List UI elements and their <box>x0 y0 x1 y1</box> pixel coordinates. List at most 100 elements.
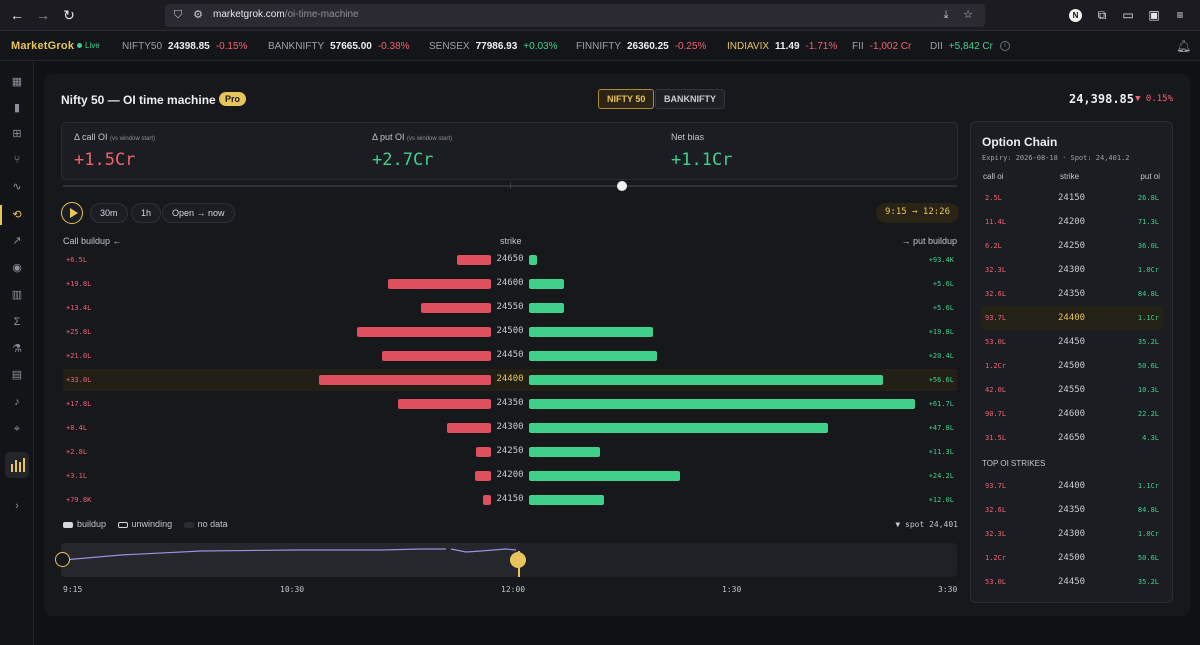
chart-row[interactable]: +17.8L 24350 +61.7L <box>63 393 957 415</box>
chart-row[interactable]: +8.4L 24300 +47.8L <box>63 417 957 439</box>
legend-buildup: buildup <box>63 519 106 529</box>
book-icon[interactable]: ▤ <box>11 369 23 381</box>
forward-arrow-icon[interactable]: → <box>36 7 50 23</box>
timeline-start-handle[interactable] <box>55 552 70 567</box>
back-arrow-icon[interactable]: ← <box>10 7 24 23</box>
put-oi: 10.3L <box>1137 386 1159 394</box>
chart-row[interactable]: +3.1L 24200 +24.2L <box>63 465 957 487</box>
scan-icon[interactable]: ⌖ <box>13 423 21 435</box>
screenshot-icon[interactable]: ▣ <box>1148 8 1160 22</box>
index-button-nifty50[interactable]: NIFTY 50 <box>598 89 655 109</box>
top-oi-row[interactable]: 32.3L 24300 1.0Cr <box>981 522 1163 546</box>
legend-label: unwinding <box>131 519 173 529</box>
pulse-icon[interactable]: ∿ <box>12 181 22 193</box>
branch-icon[interactable]: ⑂ <box>13 154 21 166</box>
top-oi-row[interactable]: 53.0L 24450 35.2L <box>981 570 1163 594</box>
option-chain-row[interactable]: 2.5L 24150 26.8L <box>981 186 1163 210</box>
flow-value: +5,842 Cr <box>948 41 993 52</box>
play-button[interactable] <box>61 202 83 224</box>
profile-icon[interactable]: N <box>1069 9 1082 22</box>
top-oi-row[interactable]: 93.7L 24400 1.1Cr <box>981 474 1163 498</box>
chart-row[interactable]: +2.8L 24250 +11.3L <box>63 441 957 463</box>
strike: 24600 <box>1058 409 1086 419</box>
chart-row[interactable]: +25.8L 24500 +19.8L <box>63 321 957 343</box>
chart-row[interactable]: +19.8L 24600 +5.6L <box>63 273 957 295</box>
page-settings-icon[interactable]: ⚙ <box>193 9 203 21</box>
option-chain-row[interactable]: 6.2L 24250 36.0L <box>981 234 1163 258</box>
strike-label: 24350 <box>496 398 524 408</box>
legend-label: no data <box>197 519 228 529</box>
chart-row[interactable]: +21.0L 24450 +20.4L <box>63 345 957 367</box>
address-bar[interactable]: ⛉ ⚙ marketgrok.com/oi-time-machine ⤓ ☆ <box>165 4 985 27</box>
option-chain-row[interactable]: 90.7L 24600 22.2L <box>981 402 1163 426</box>
ticker-item[interactable]: FINNIFTY 26360.25 -0.25% <box>576 41 706 52</box>
ticker-item[interactable]: BANKNIFTY 57665.00 -0.38% <box>268 41 410 52</box>
strike: 24200 <box>1058 217 1086 227</box>
option-chain-row[interactable]: 53.0L 24450 35.2L <box>981 330 1163 354</box>
shield-icon[interactable]: ⛉ <box>173 9 183 21</box>
option-chain-row[interactable]: 42.0L 24550 10.3L <box>981 378 1163 402</box>
pro-badge: Pro <box>219 92 247 106</box>
flask-icon[interactable]: ⚗ <box>12 343 22 355</box>
trend-up-icon[interactable]: ↗ <box>12 235 22 247</box>
option-chain-row[interactable]: 32.6L 24350 84.8L <box>981 282 1163 306</box>
index-button-banknifty[interactable]: BANKNIFTY <box>655 89 725 109</box>
ticker-item[interactable]: INDIAVIX 11.49 -1.71% <box>727 41 837 52</box>
chart-row[interactable]: +79.8K 24150 +12.0L <box>63 489 957 511</box>
timeline-handle[interactable] <box>510 552 526 568</box>
top-oi-row[interactable]: 32.6L 24350 84.8L <box>981 498 1163 522</box>
url-path: /oi-time-machine <box>284 9 359 20</box>
timeline-slider[interactable] <box>55 543 957 577</box>
ticker-item[interactable]: SENSEX 77986.93 +0.03% <box>429 41 558 52</box>
ticker-item[interactable]: NIFTY50 24398.85 -0.15% <box>122 41 247 52</box>
preset-open-now-button[interactable]: Open → now <box>162 203 235 223</box>
stat-call-oi: Δ call OI (vs window start) +1.5Cr <box>74 132 155 170</box>
download-page-icon[interactable]: ⤓ <box>943 9 949 21</box>
call-buildup-bar <box>447 423 491 433</box>
bar-stats-icon[interactable]: ▮ <box>13 102 21 114</box>
ticker-name: FINNIFTY <box>576 41 621 52</box>
option-chain-row[interactable]: 32.3L 24300 1.0Cr <box>981 258 1163 282</box>
stat-note: (vs window start) <box>407 136 453 142</box>
ticker-change: -1.71% <box>805 41 838 52</box>
chart-row[interactable]: +13.4L 24550 +5.6L <box>63 297 957 319</box>
option-chain-row[interactable]: 31.5L 24650 4.3L <box>981 426 1163 450</box>
call-oi: 11.4L <box>985 218 1007 226</box>
bar-chart-icon[interactable]: ▥ <box>11 289 23 301</box>
app-logo-icon[interactable] <box>5 452 29 478</box>
bookmark-star-icon[interactable]: ☆ <box>963 9 973 21</box>
spot-price: 24,398.85 <box>1068 92 1134 106</box>
strike: 24150 <box>1058 193 1086 203</box>
chart-row[interactable]: +6.5L 24650 +93.4K <box>63 249 957 271</box>
extensions-icon[interactable]: ⧉ <box>1097 8 1107 22</box>
reload-icon[interactable]: ↻ <box>63 7 75 23</box>
option-chain-row[interactable]: 11.4L 24200 71.3L <box>981 210 1163 234</box>
menu-icon[interactable]: ≡ <box>1176 8 1184 22</box>
fii-flow: FII -1,002 Cr <box>852 41 911 52</box>
bell-icon[interactable]: ♪ <box>14 396 20 408</box>
url-text[interactable]: marketgrok.com/oi-time-machine <box>213 9 359 20</box>
option-chain-row[interactable]: 1.2Cr 24500 50.6L <box>981 354 1163 378</box>
preset-1h-button[interactable]: 1h <box>131 203 162 223</box>
play-icon <box>70 208 78 218</box>
top-oi-row[interactable]: 1.2Cr 24500 50.6L <box>981 546 1163 570</box>
option-chain-row[interactable]: 93.7L 24400 1.1Cr <box>981 306 1163 330</box>
chart-row[interactable]: +33.0L 24400 +56.6L <box>63 369 957 391</box>
scrubber-handle[interactable] <box>617 181 627 191</box>
table-icon[interactable]: ⊞ <box>12 128 22 140</box>
call-buildup-bar <box>457 255 491 265</box>
call-oi: 1.2Cr <box>985 362 1007 370</box>
put-buildup-label: +12.0L <box>928 496 954 504</box>
notifications-bell-icon[interactable]: 🔔︎ <box>1176 39 1192 53</box>
put-oi: 50.6L <box>1137 362 1159 370</box>
broadcast-icon[interactable]: ◉ <box>12 262 22 274</box>
ticker-price: 26360.25 <box>627 41 669 52</box>
history-clock-icon[interactable]: ⟲ <box>12 209 22 221</box>
preset-30m-button[interactable]: 30m <box>90 203 128 223</box>
expand-chevron-icon[interactable]: › <box>15 500 19 512</box>
sidebar-toggle-icon[interactable]: ▭ <box>1122 8 1134 22</box>
dashboard-grid-icon[interactable]: ▦ <box>11 76 23 88</box>
sigma-icon[interactable]: Σ <box>13 316 21 328</box>
info-icon[interactable]: i <box>1000 41 1010 51</box>
brand-logo[interactable]: MarketGrok <box>11 40 75 52</box>
